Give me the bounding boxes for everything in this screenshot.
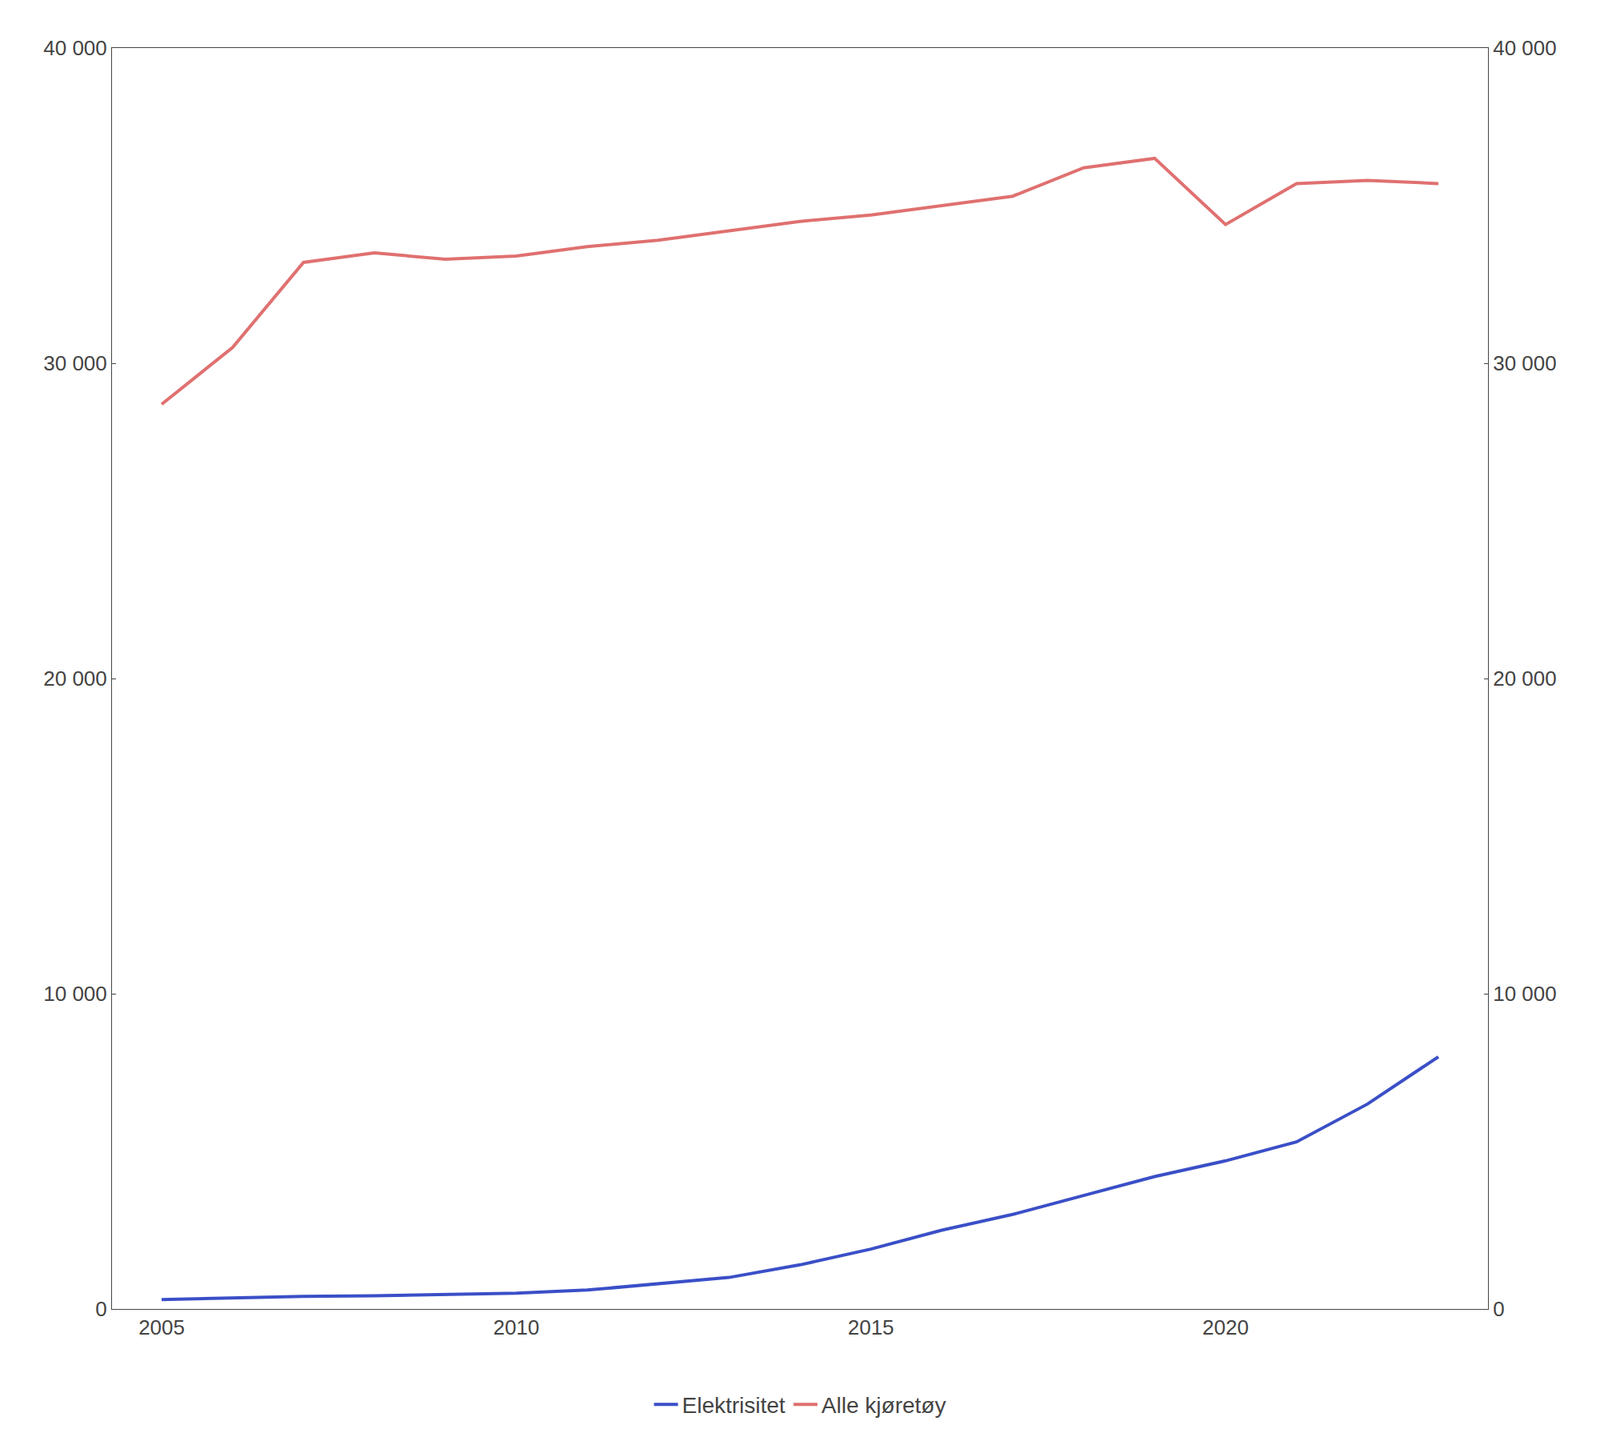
svg-text:40 000: 40 000 — [1492, 36, 1557, 60]
svg-text:Elektrisitet: Elektrisitet — [682, 1392, 786, 1418]
svg-text:0: 0 — [95, 1296, 107, 1321]
svg-text:20 000: 20 000 — [1492, 666, 1557, 691]
svg-text:10 000: 10 000 — [1492, 981, 1557, 1006]
svg-text:0: 0 — [1492, 1296, 1504, 1321]
svg-text:30 000: 30 000 — [1492, 351, 1557, 376]
svg-text:30 000: 30 000 — [43, 351, 108, 376]
svg-text:2020: 2020 — [1202, 1315, 1249, 1340]
svg-text:Alle kjøretøy: Alle kjøretøy — [821, 1392, 947, 1418]
svg-text:2010: 2010 — [492, 1315, 540, 1340]
svg-text:2005: 2005 — [138, 1315, 185, 1340]
svg-text:10 000: 10 000 — [43, 981, 108, 1006]
svg-text:2015: 2015 — [848, 1315, 895, 1340]
svg-text:20 000: 20 000 — [43, 666, 108, 691]
svg-text:40 000: 40 000 — [43, 36, 108, 60]
